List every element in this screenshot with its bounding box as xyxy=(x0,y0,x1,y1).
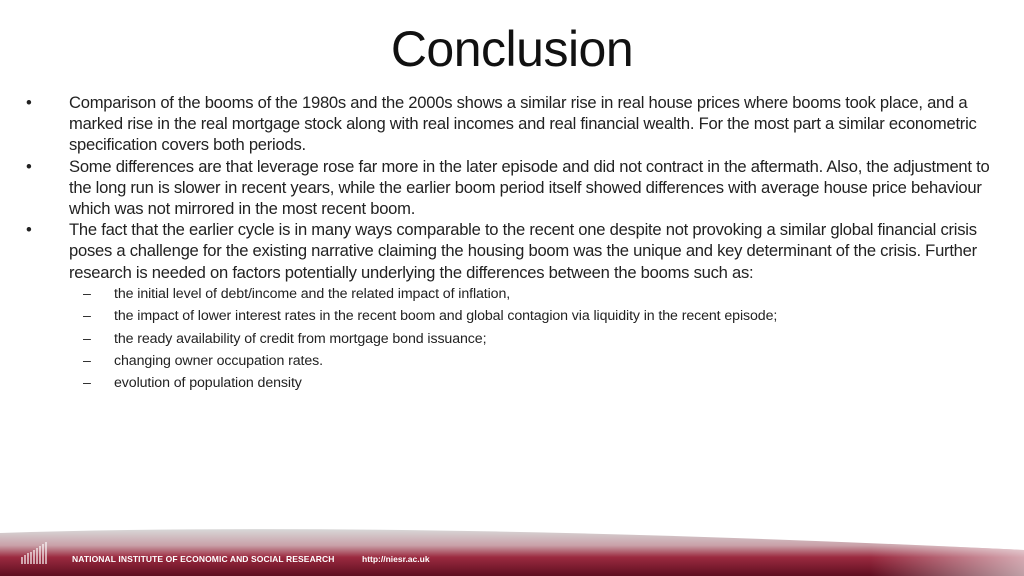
sub-bullet-item: – the impact of lower interest rates in t… xyxy=(26,305,991,327)
dash-marker: – xyxy=(83,285,91,302)
bullet-marker: • xyxy=(26,93,32,112)
sub-bullet-item: – the initial level of debt/income and th… xyxy=(26,283,991,305)
sub-bullet-list: – the initial level of debt/income and th… xyxy=(26,283,991,395)
bullet-marker: • xyxy=(26,220,32,240)
bullet-item: • Comparison of the booms of the 1980s an… xyxy=(26,92,991,156)
bullet-item: • The fact that the earlier cycle is in m… xyxy=(26,219,991,283)
dash-marker: – xyxy=(83,308,91,325)
sub-bullet-item: – changing owner occupation rates. xyxy=(26,350,991,372)
footer-band xyxy=(0,529,1024,576)
sub-bullet-text: the initial level of debt/income and the… xyxy=(114,285,511,302)
bullet-text: Some differences are that leverage rose … xyxy=(69,156,990,219)
dash-marker: – xyxy=(83,375,91,392)
bullet-item: • Some differences are that leverage rose… xyxy=(26,156,991,220)
dash-marker: – xyxy=(83,330,91,347)
bullet-text: The fact that the earlier cycle is in ma… xyxy=(69,220,977,282)
sub-bullet-item: – evolution of population density xyxy=(26,372,991,394)
slide-title: Conclusion xyxy=(390,21,634,77)
dash-marker: – xyxy=(83,353,91,370)
footer-organization: NATIONAL INSTITUTE OF ECONOMIC AND SOCIA… xyxy=(72,554,335,564)
sub-bullet-text: the ready availability of credit from mo… xyxy=(114,330,487,347)
bullet-marker: • xyxy=(26,156,32,176)
niesr-logo-icon xyxy=(21,542,47,564)
sub-bullet-text: the impact of lower interest rates in th… xyxy=(114,308,778,325)
bullet-text: Comparison of the booms of the 1980s and… xyxy=(69,93,977,155)
footer-url-link[interactable]: http://niesr.ac.uk xyxy=(362,554,430,564)
slide-content: • Comparison of the booms of the 1980s an… xyxy=(26,92,991,395)
sub-bullet-item: – the ready availability of credit from m… xyxy=(26,328,991,350)
sub-bullet-text: changing owner occupation rates. xyxy=(114,353,323,370)
sub-bullet-text: evolution of population density xyxy=(114,375,302,392)
